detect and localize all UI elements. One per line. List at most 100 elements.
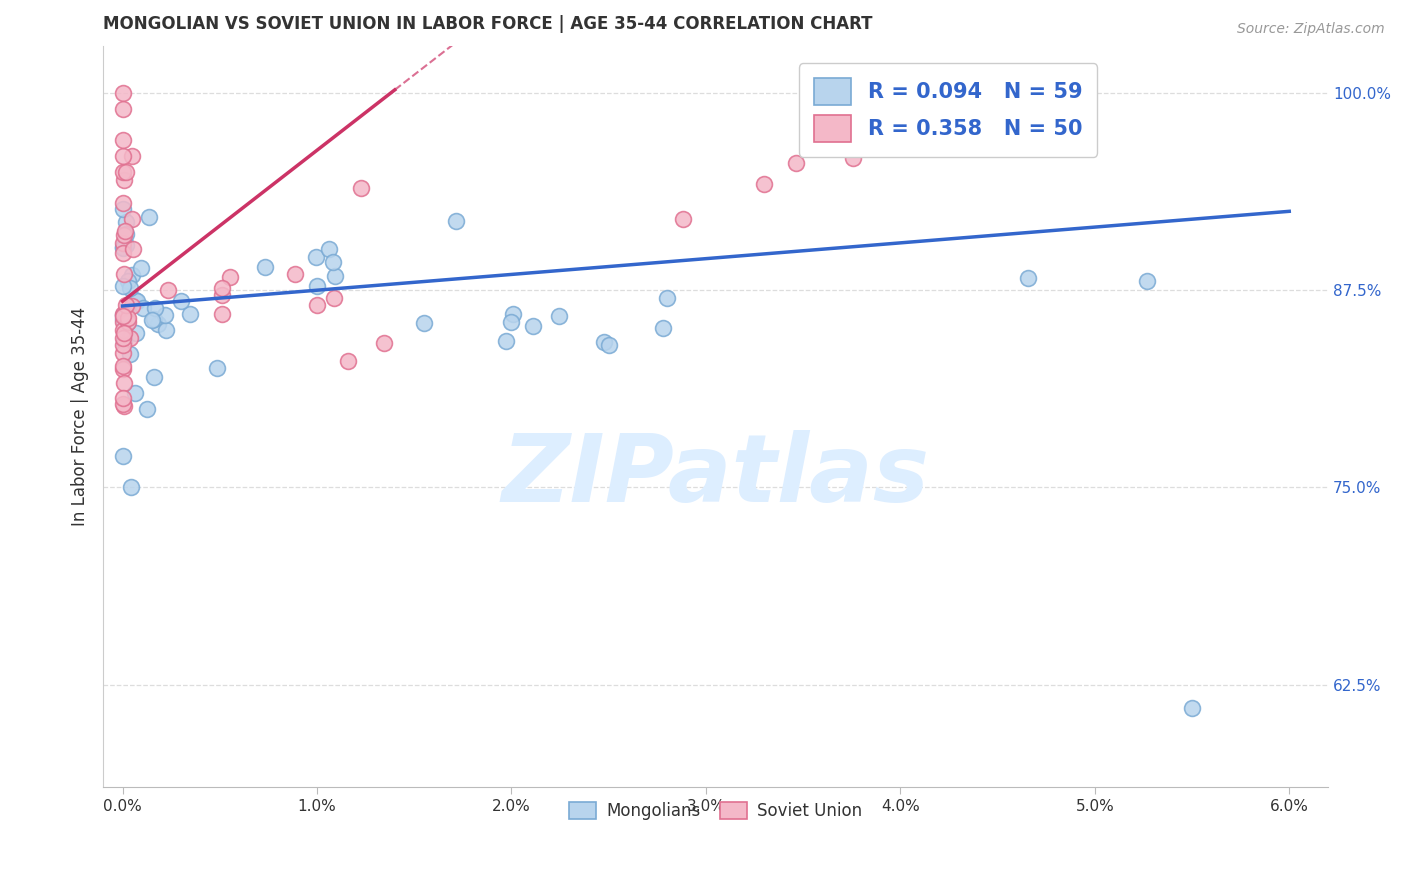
Point — [153, 308, 176, 322]
Text: Source: ZipAtlas.com: Source: ZipAtlas.com — [1237, 22, 1385, 37]
Point — [138, 210, 160, 224]
Point — [120, 480, 142, 494]
Point — [114, 165, 136, 179]
Point — [117, 274, 139, 288]
Point — [111, 338, 134, 352]
Point — [323, 268, 346, 283]
Point — [305, 251, 328, 265]
Point — [598, 338, 620, 352]
Point — [111, 359, 134, 374]
Point — [111, 196, 134, 211]
Point — [114, 224, 136, 238]
Point — [1017, 271, 1039, 285]
Point — [112, 334, 135, 348]
Point — [1136, 275, 1159, 289]
Point — [111, 245, 134, 260]
Point — [170, 294, 193, 309]
Point — [502, 307, 524, 321]
Point — [111, 309, 134, 323]
Point — [323, 291, 346, 305]
Point — [284, 268, 307, 282]
Point — [1005, 136, 1028, 151]
Point — [114, 237, 136, 252]
Point — [129, 260, 152, 275]
Point — [132, 301, 155, 316]
Point — [305, 297, 328, 311]
Point — [322, 255, 344, 269]
Point — [211, 307, 233, 321]
Point — [967, 128, 990, 143]
Point — [115, 316, 138, 330]
Point — [121, 299, 143, 313]
Point — [111, 312, 134, 326]
Point — [373, 335, 395, 350]
Point — [754, 177, 776, 191]
Point — [112, 399, 135, 413]
Point — [115, 298, 138, 312]
Point — [522, 319, 544, 334]
Point — [111, 149, 134, 163]
Legend: Mongolians, Soviet Union: Mongolians, Soviet Union — [562, 796, 869, 827]
Point — [111, 165, 134, 179]
Point — [115, 215, 138, 229]
Point — [1181, 701, 1204, 715]
Point — [111, 102, 134, 116]
Point — [122, 242, 145, 256]
Point — [155, 323, 177, 337]
Point — [112, 267, 135, 281]
Point — [592, 334, 614, 349]
Text: MONGOLIAN VS SOVIET UNION IN LABOR FORCE | AGE 35-44 CORRELATION CHART: MONGOLIAN VS SOVIET UNION IN LABOR FORCE… — [103, 15, 873, 33]
Point — [157, 283, 180, 297]
Point — [146, 317, 169, 331]
Point — [142, 370, 165, 384]
Point — [219, 270, 242, 285]
Point — [672, 212, 695, 227]
Point — [112, 376, 135, 391]
Point — [120, 330, 142, 344]
Point — [111, 330, 134, 344]
Point — [253, 260, 276, 274]
Point — [120, 280, 142, 294]
Point — [111, 362, 134, 376]
Point — [112, 346, 135, 360]
Point — [547, 310, 569, 324]
Text: ZIPatlas: ZIPatlas — [502, 430, 929, 522]
Point — [112, 133, 135, 147]
Point — [205, 361, 228, 376]
Point — [141, 313, 163, 327]
Point — [412, 316, 434, 330]
Point — [111, 202, 134, 217]
Point — [112, 173, 135, 187]
Point — [115, 305, 138, 319]
Point — [112, 240, 135, 254]
Point — [785, 155, 807, 169]
Point — [114, 227, 136, 241]
Point — [112, 227, 135, 242]
Point — [145, 301, 167, 316]
Point — [112, 326, 135, 340]
Point — [136, 401, 159, 416]
Point — [111, 279, 134, 293]
Point — [211, 281, 233, 295]
Point — [111, 397, 134, 411]
Point — [501, 315, 523, 329]
Point — [142, 312, 165, 326]
Point — [444, 214, 467, 228]
Point — [495, 334, 517, 348]
Point — [121, 149, 143, 163]
Point — [111, 235, 134, 250]
Point — [350, 180, 373, 194]
Point — [124, 385, 146, 400]
Point — [117, 311, 139, 326]
Point — [111, 315, 134, 329]
Point — [117, 315, 139, 329]
Point — [111, 308, 134, 322]
Point — [651, 321, 673, 335]
Point — [211, 288, 233, 302]
Point — [179, 307, 201, 321]
Point — [114, 307, 136, 321]
Point — [124, 293, 146, 307]
Point — [125, 326, 148, 341]
Point — [318, 242, 340, 256]
Point — [655, 291, 678, 305]
